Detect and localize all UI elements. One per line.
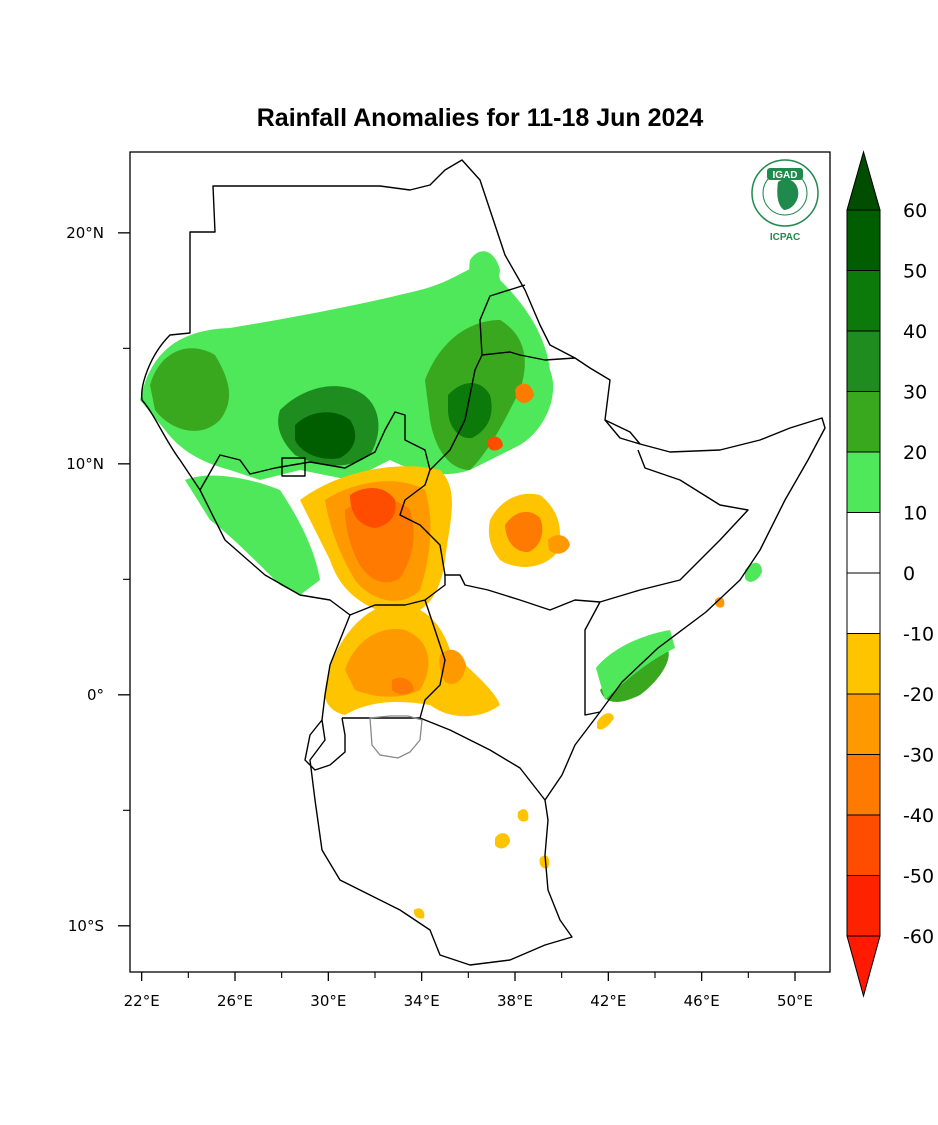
africa-map-icon [777,179,799,210]
colorbar-bin [846,572,881,634]
colorbar-bin [846,633,881,695]
colorbar-label: -40 [903,805,934,827]
dry-anomaly-south-sudan-peak [350,488,396,528]
colorbar-label: 40 [903,321,927,343]
border-kenya-somalia [584,601,601,716]
x-tick-label: 22°E [124,992,160,1010]
colorbar-label: -10 [903,624,934,646]
x-tick-label: 46°E [684,992,720,1010]
y-tick-label: 10°S [68,917,104,935]
colorbar-bin [846,875,881,937]
colorbar: 60 50 40 30 20 10 0 -10 -20 -30 -40 -50 -60 [846,150,934,998]
x-tick-label: 34°E [404,992,440,1010]
dry-anomaly-somalia-coast [597,713,614,730]
wet-anomaly-darfur [150,348,230,431]
border-darfur [281,457,306,477]
border-eritrea-ethiopia [481,351,576,361]
border-sudan-ethiopia [429,284,526,471]
dry-anomaly-ethiopia-north-spot [515,383,534,403]
border-kenya-tanzania [342,717,546,801]
lake-victoria-outline [369,715,423,759]
border-sudan-south [199,411,446,576]
dry-anomaly-kenya-west [439,649,466,685]
x-tick-label: 50°E [777,992,813,1010]
dry-anomaly-somalia-spot [714,597,725,608]
y-axis: 20°N 10°N 0° 10°S [66,224,130,935]
colorbar-bin [846,330,881,392]
dry-anomaly-ethiopia-east-spot [548,535,570,554]
dry-anomaly-ethiopia-south-core [505,511,543,552]
border-south-sudan-uganda [349,574,601,616]
logo-banner [767,168,803,180]
y-tick-label: 0° [87,686,104,704]
colorbar-label: 10 [903,503,927,525]
logo-text-top: IGAD [773,170,798,181]
wet-anomaly-nile-north [469,251,500,297]
dry-anomaly-tanzania-4 [413,908,425,919]
region-outline [141,159,826,966]
x-tick-label: 26°E [217,992,253,1010]
colorbar-label: -60 [903,926,934,948]
colorbar-bin [846,270,881,332]
colorbar-label: -20 [903,684,934,706]
wet-anomaly-somalia-coast-light [596,630,675,700]
border-uganda-kenya [419,599,446,719]
colorbar-top-arrow [846,150,881,211]
colorbar-bottom-arrow [846,935,881,998]
colorbar-label: 0 [903,563,915,585]
colorbar-bin [846,451,881,513]
colorbar-label: -50 [903,866,934,888]
colorbar-bin [846,512,881,574]
x-axis: 22°E 26°E 30°E 34°E 38°E 42°E 46°E 50°E [124,972,813,1010]
anomaly-field [140,251,762,919]
border-ethiopia-djibouti [604,419,641,445]
colorbar-bin [846,391,881,453]
wet-anomaly-ethiopia-core [448,382,492,439]
colorbar-label: 50 [903,261,927,283]
igad-icpac-logo: IGAD ICPAC [751,159,819,243]
map-title: Rainfall Anomalies for 11-18 Jun 2024 [256,104,704,132]
y-tick-label: 20°N [66,224,104,242]
logo-text-bottom: ICPAC [770,232,800,243]
y-tick-label: 10°N [66,455,104,473]
x-tick-label: 38°E [497,992,533,1010]
country-boundaries [141,159,826,966]
dry-anomaly-tanzania-2 [517,809,529,822]
dry-anomaly-ethiopia-mid-spot [488,436,503,451]
colorbar-bin [846,814,881,876]
colorbar-label: -30 [903,745,934,767]
x-tick-label: 42°E [590,992,626,1010]
colorbar-label: 30 [903,382,927,404]
colorbar-label: 20 [903,442,927,464]
dry-anomaly-tanzania-3 [539,855,550,869]
wet-anomaly-somalia-east [745,562,762,582]
dry-anomaly-tanzania-1 [495,833,510,849]
x-tick-label: 30°E [310,992,346,1010]
wet-anomaly-core [295,412,356,459]
wet-anomaly-south-west [185,475,320,595]
dry-anomaly-uganda-peak [392,677,414,695]
border-ethiopia-somalia [599,449,749,603]
colorbar-bin [846,754,881,816]
colorbar-bin [846,209,881,271]
colorbar-label: 60 [903,200,927,222]
colorbar-bin [846,693,881,755]
border-rwanda-burundi [304,717,346,771]
